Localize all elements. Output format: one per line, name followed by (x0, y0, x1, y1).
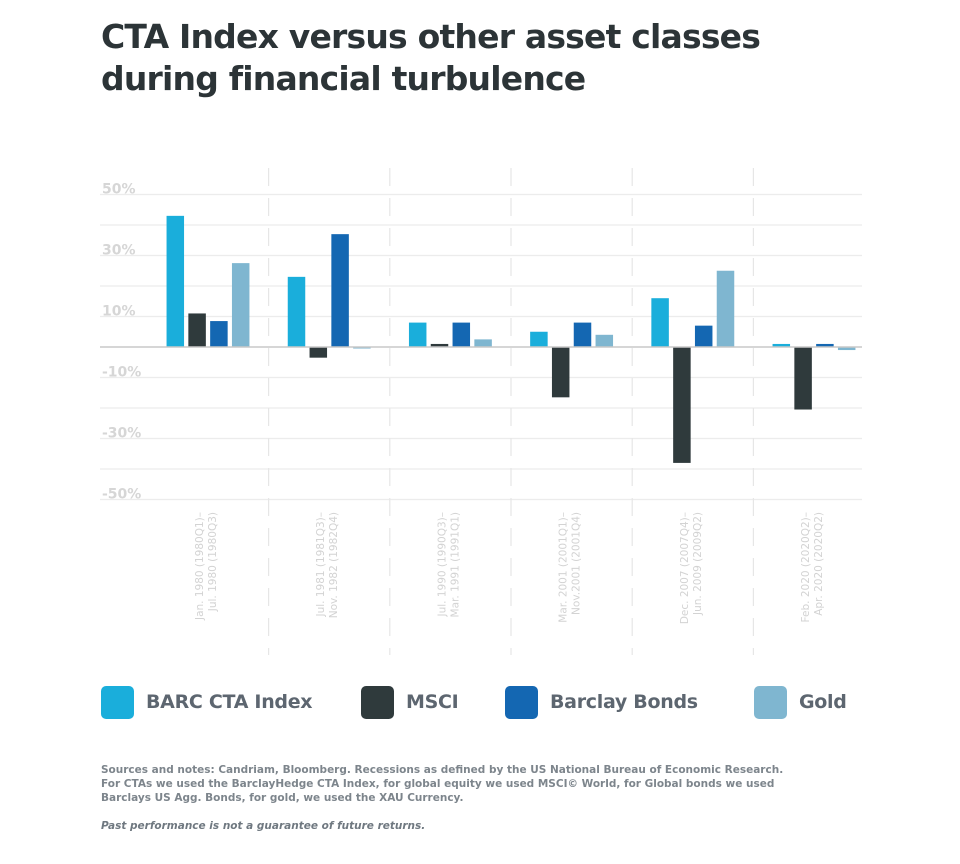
x-tick-label: Jan. 1980 (1980Q1)– Jul. 1980 (1980Q3) (194, 512, 219, 621)
legend-label-gold: Gold (799, 691, 847, 713)
legend-item-msci: MSCI (361, 684, 459, 720)
legend-label-msci: MSCI (406, 691, 459, 713)
bar (794, 347, 812, 410)
notes-line-1: Sources and notes: Candriam, Bloomberg. … (101, 764, 784, 776)
y-tick-label: -30% (102, 426, 141, 442)
legend-item-bonds: Barclay Bonds (505, 684, 698, 720)
x-tick-label-line: Dec. 2007 (2007Q4)– (679, 512, 691, 624)
legend-swatch-gold (754, 685, 787, 719)
x-tick-label: Feb. 2020 (2020Q2)– Apr. 2020 (2020Q2) (800, 512, 825, 622)
y-tick-label: -50% (102, 487, 141, 503)
x-tick-label-line: Jul. 1980 (1980Q3) (207, 512, 219, 612)
legend: BARC CTA Index MSCI Barclay Bonds Gold (101, 684, 871, 720)
legend-item-cta: BARC CTA Index (101, 684, 313, 720)
y-tick-label: 30% (102, 243, 136, 259)
chart-title-line-1: CTA Index versus other asset classes (101, 17, 761, 56)
bar (716, 270, 735, 347)
x-tick-label: Jul. 1990 (1990Q3)– Mar. 1991 (1991Q1) (436, 512, 461, 618)
bar (430, 343, 449, 347)
bar (309, 347, 328, 358)
y-tick-label: -10% (102, 365, 141, 381)
y-tick-label: 50% (102, 182, 136, 198)
source-notes: Sources and notes: Candriam, Bloomberg. … (101, 763, 801, 805)
bar (452, 322, 471, 347)
bar (837, 347, 856, 351)
bar (331, 234, 349, 347)
x-tick-label-line: Nov. 1982 (1982Q4) (328, 512, 340, 618)
bar (287, 276, 306, 347)
bar (166, 215, 185, 347)
x-tick-label-line: Jul. 1990 (1990Q3)– (436, 512, 448, 618)
bar (673, 347, 691, 463)
bar (353, 347, 371, 349)
bar (816, 343, 834, 347)
bar (231, 263, 250, 347)
x-tick-label-line: Mar. 1991 (1991Q1) (449, 512, 461, 617)
bar (772, 343, 791, 347)
gridlines (100, 193, 862, 501)
legend-label-bonds: Barclay Bonds (550, 691, 698, 713)
bar (595, 334, 614, 347)
y-axis-ticks: 50% 30% 10% -10% -30% -50% (102, 182, 141, 503)
bar (573, 322, 592, 347)
bar (694, 325, 713, 347)
x-tick-label-line: Nov.2001 (2001Q4) (571, 512, 583, 615)
x-tick-label: Mar. 2001 (2001Q1)– Nov.2001 (2001Q4) (558, 512, 583, 623)
bar (210, 321, 228, 347)
x-tick-label-line: Feb. 2020 (2020Q2)– (800, 512, 812, 622)
bars (166, 215, 856, 463)
x-axis-ticks: Jan. 1980 (1980Q1)– Jul. 1980 (1980Q3) Jul… (194, 512, 825, 624)
legend-swatch-bonds (505, 685, 538, 719)
bar (651, 298, 669, 347)
bar (474, 339, 492, 347)
bar-chart: 50% 30% 10% -10% -30% -50% Jan. 1980 (1980Q1)… (100, 168, 862, 655)
bar (408, 322, 427, 347)
x-tick-label: Dec. 2007 (2007Q4)– Jun. 2009 (2009Q2) (679, 512, 704, 624)
x-tick-label-line: Jan. 1980 (1980Q1)– (194, 512, 206, 621)
bar (530, 331, 548, 347)
chart-title: CTA Index versus other asset classes dur… (101, 16, 861, 100)
x-tick-label-line: Mar. 2001 (2001Q1)– (558, 512, 570, 623)
notes-line-3: Barclays US Agg. Bonds, for gold, we use… (101, 792, 464, 804)
legend-label-cta: BARC CTA Index (146, 691, 313, 713)
y-tick-label: 10% (102, 304, 136, 320)
legend-item-gold: Gold (754, 684, 847, 720)
legend-swatch-msci (361, 685, 394, 719)
disclaimer: Past performance is not a guarantee of f… (101, 820, 426, 832)
group-dividers (268, 168, 755, 655)
bar (188, 313, 206, 347)
chart-title-line-2: during financial turbulence (101, 59, 586, 98)
notes-line-2: For CTAs we used the BarclayHedge CTA In… (101, 778, 775, 790)
x-tick-label: Jul. 1981 (1981Q3)– Nov. 1982 (1982Q4) (315, 512, 340, 618)
x-tick-label-line: Jul. 1981 (1981Q3)– (315, 512, 327, 618)
x-tick-label-line: Apr. 2020 (2020Q2) (813, 512, 825, 616)
bar (551, 347, 570, 398)
x-tick-label-line: Jun. 2009 (2009Q2) (692, 512, 704, 616)
legend-swatch-cta (101, 685, 134, 719)
